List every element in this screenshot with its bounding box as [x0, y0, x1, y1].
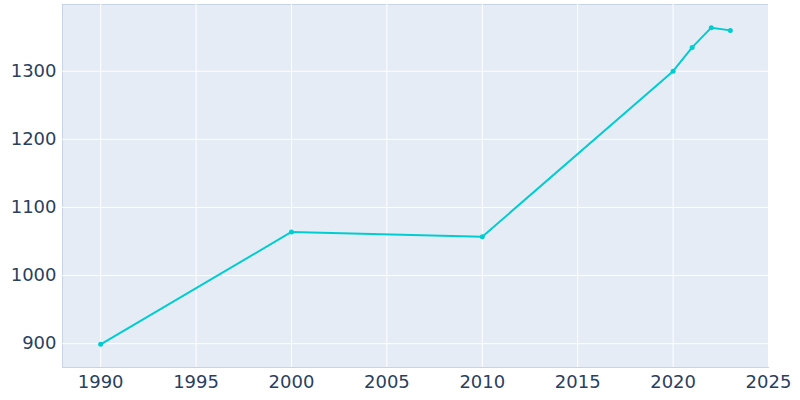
svg-text:2000: 2000 [269, 371, 315, 392]
svg-text:1990: 1990 [78, 371, 124, 392]
svg-text:900: 900 [22, 332, 56, 353]
svg-text:2010: 2010 [459, 371, 505, 392]
svg-text:2005: 2005 [364, 371, 410, 392]
svg-text:1100: 1100 [11, 196, 57, 217]
svg-text:1000: 1000 [11, 264, 57, 285]
svg-text:1200: 1200 [11, 128, 57, 149]
svg-text:2020: 2020 [650, 371, 696, 392]
svg-text:2015: 2015 [555, 371, 601, 392]
svg-text:2025: 2025 [746, 371, 792, 392]
svg-text:1995: 1995 [173, 371, 219, 392]
svg-text:1300: 1300 [11, 60, 57, 81]
